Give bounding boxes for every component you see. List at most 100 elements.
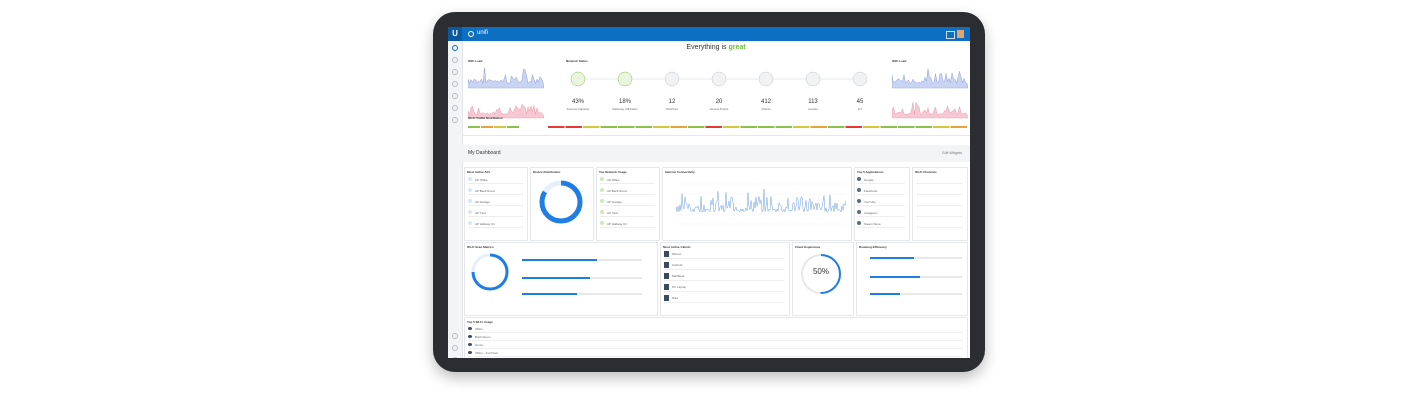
traffic-segment xyxy=(828,126,845,128)
traffic-segment xyxy=(933,126,950,128)
row-label[interactable]: Facebook xyxy=(864,188,878,193)
nav-icon[interactable] xyxy=(452,93,458,99)
network-title: Network Status xyxy=(566,59,588,63)
progress-fill xyxy=(870,293,900,295)
traffic-segment xyxy=(705,126,722,128)
device-thumb xyxy=(664,273,669,279)
row-icon xyxy=(857,221,861,225)
divider xyxy=(462,135,970,136)
progress-track xyxy=(870,257,962,259)
traffic-segment xyxy=(670,126,687,128)
traffic-segment xyxy=(845,126,862,128)
traffic-bars xyxy=(468,126,967,128)
nav-icon[interactable] xyxy=(452,117,458,123)
device-icon xyxy=(852,71,868,87)
row-label[interactable]: AP Hallway Kit xyxy=(607,221,627,226)
widget-card xyxy=(856,242,968,316)
row-label[interactable]: Home xyxy=(475,343,484,347)
connectivity-line xyxy=(676,188,846,213)
row-label[interactable]: Office - 2nd Floor xyxy=(475,351,499,355)
row-label[interactable]: AP Garage xyxy=(475,199,490,204)
traffic-title: Wi-Fi Traffic Distribution xyxy=(468,116,503,120)
row-label[interactable]: PC Laptop xyxy=(672,285,687,289)
device-icon xyxy=(758,71,774,87)
nav-icon[interactable] xyxy=(452,333,458,339)
row-label[interactable]: AP Back Room xyxy=(607,188,628,193)
dashboard-title[interactable]: My Dashboard xyxy=(468,150,501,156)
traffic-segment xyxy=(793,126,810,128)
row-label[interactable]: iPhone xyxy=(672,252,682,256)
row-icon xyxy=(468,177,472,181)
row-label[interactable]: AP Office xyxy=(607,177,620,182)
progress-fill xyxy=(522,293,577,295)
avatar[interactable] xyxy=(957,30,964,38)
row-label[interactable]: iPad xyxy=(672,296,679,300)
progress-track xyxy=(870,293,962,295)
stat-value: 43% xyxy=(571,99,584,105)
nav-icon[interactable] xyxy=(452,357,458,358)
row-icon xyxy=(468,327,472,330)
row-label[interactable]: YouTube xyxy=(864,199,876,204)
traffic-segment xyxy=(775,126,792,128)
brand: unifi xyxy=(477,30,489,36)
traffic-segment xyxy=(863,126,880,128)
wifi-load-chart xyxy=(468,67,544,119)
stat-value: 12 xyxy=(668,99,676,105)
device-icon xyxy=(570,71,586,87)
stat-label: IoT xyxy=(857,107,863,111)
nav-icon[interactable] xyxy=(452,57,458,63)
row-label[interactable]: AP Hallway Kit xyxy=(475,221,495,226)
widget-card xyxy=(912,167,968,241)
row-icon xyxy=(468,335,472,338)
traffic-segment xyxy=(740,126,757,128)
row-label[interactable]: Google xyxy=(864,177,874,182)
row-label[interactable]: MacBook xyxy=(672,274,685,278)
row-label[interactable]: Instagram xyxy=(864,210,878,215)
row-label[interactable]: Steam Store xyxy=(864,221,881,226)
edit-widgets[interactable]: Edit Widgets xyxy=(942,151,962,155)
widget-title: Device Distribution xyxy=(533,170,561,174)
row-icon xyxy=(857,210,861,214)
progress-fill xyxy=(870,276,920,278)
row-label[interactable]: AP Yard xyxy=(607,210,618,215)
widget-title: Top Network Usage xyxy=(599,170,627,174)
nav-icon[interactable] xyxy=(452,345,458,351)
widget-title: Internet Connectivity xyxy=(665,170,695,174)
row-label[interactable]: AP Garage xyxy=(607,199,622,204)
traffic-segment xyxy=(810,126,827,128)
row-label[interactable]: AP Yard xyxy=(475,210,486,215)
sidebar xyxy=(448,41,463,358)
traffic-segment xyxy=(494,126,506,128)
row-icon xyxy=(600,210,604,214)
notification-icon[interactable] xyxy=(946,31,955,39)
nav-icon[interactable] xyxy=(452,69,458,75)
widget-title: Client Experience xyxy=(795,245,821,249)
device-icon xyxy=(617,71,633,87)
nav-icon[interactable] xyxy=(452,105,458,111)
widget-card xyxy=(854,167,910,241)
sparkline xyxy=(892,68,968,89)
traffic-segment xyxy=(468,126,480,128)
nav-icon[interactable] xyxy=(452,81,458,87)
content: WiFi Load WiFi Load Network Status 43% Inter… xyxy=(448,27,970,358)
status-word: great xyxy=(728,44,746,51)
nav-icon[interactable] xyxy=(452,45,458,51)
widget-title: Most Active APs xyxy=(467,170,491,174)
stat-value: 18% xyxy=(618,99,631,105)
row-label[interactable]: AP Office xyxy=(475,177,488,182)
wifi-load-chart xyxy=(892,68,968,119)
widget-title: Top 5 Wi-Fi Usage xyxy=(467,320,493,324)
row-label[interactable]: Back Room xyxy=(475,335,491,339)
row-icon xyxy=(468,199,472,203)
card-title: WiFi Load xyxy=(468,59,483,63)
stat-value: 20 xyxy=(715,99,723,105)
row-icon xyxy=(468,351,472,354)
row-label[interactable]: Android xyxy=(672,263,683,267)
stat-label: Switches xyxy=(665,107,678,111)
logo[interactable]: U xyxy=(448,27,462,41)
row-icon xyxy=(857,188,861,192)
row-label[interactable]: Office xyxy=(475,327,483,331)
site-icon[interactable] xyxy=(468,31,474,37)
row-label[interactable]: AP Back Room xyxy=(475,188,496,193)
network-topology xyxy=(570,71,868,87)
